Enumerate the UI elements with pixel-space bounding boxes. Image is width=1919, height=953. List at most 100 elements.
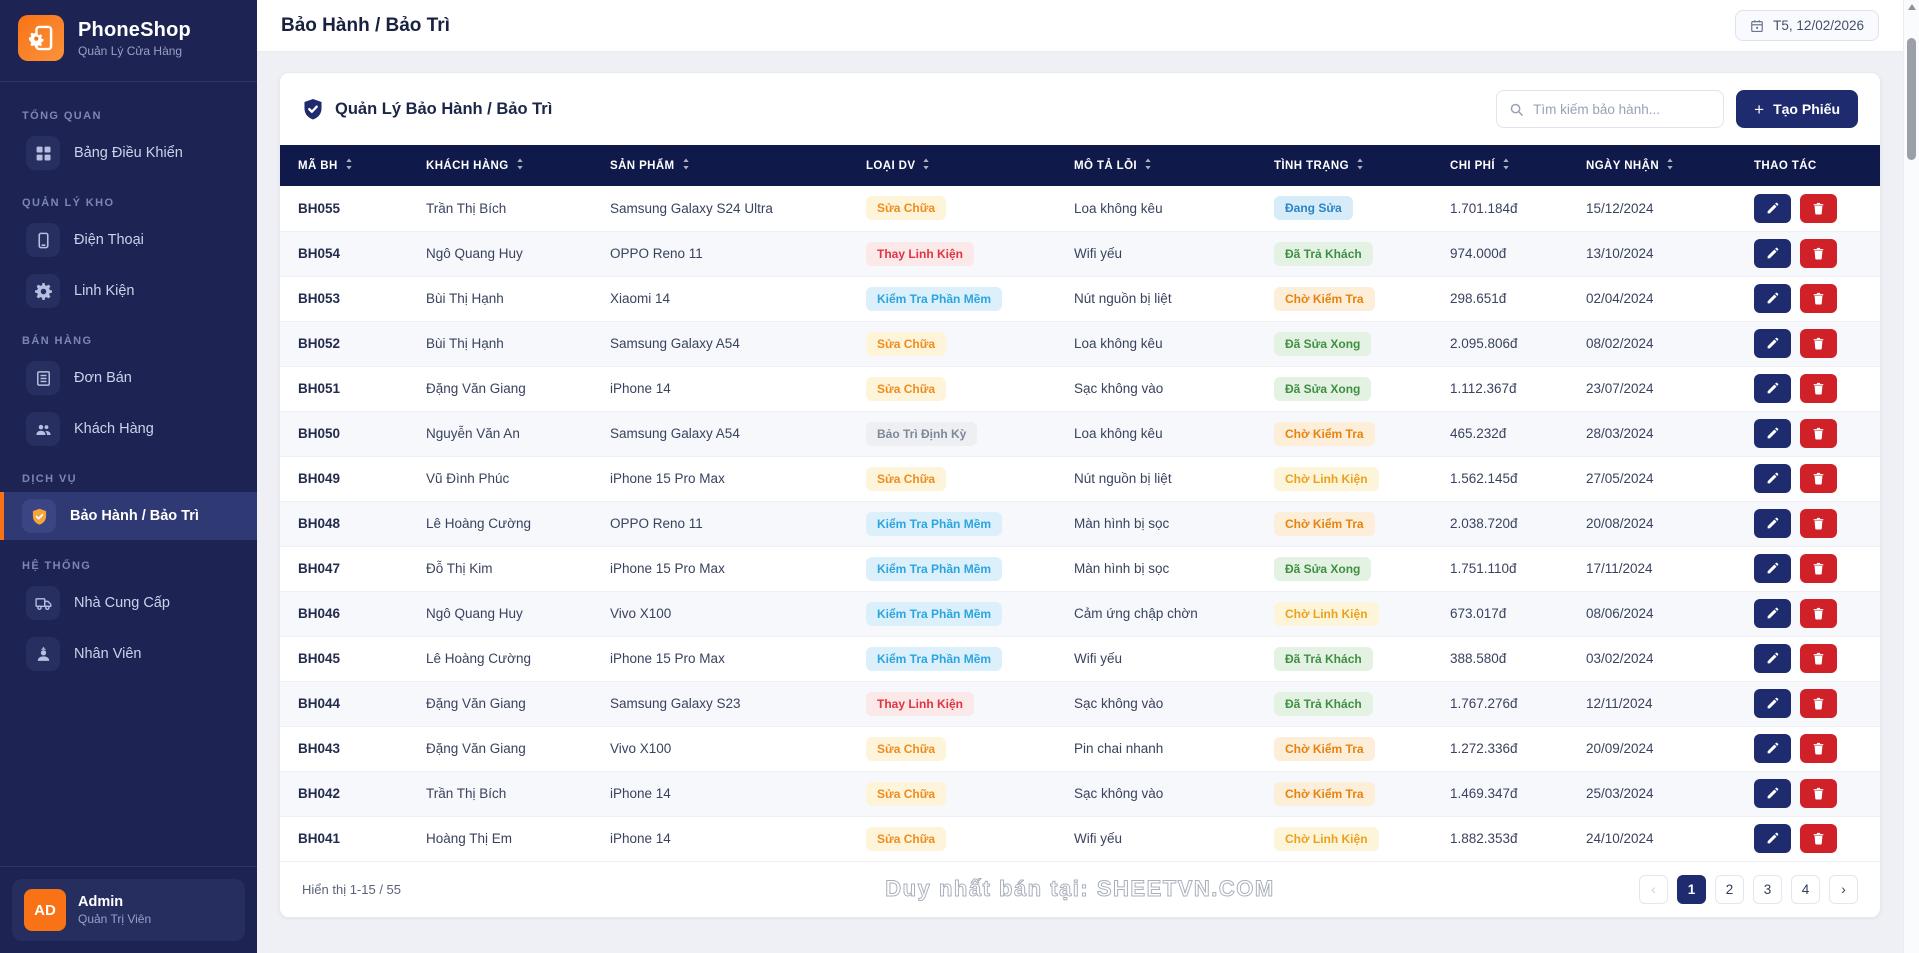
user-card[interactable]: AD Admin Quản Trị Viên — [12, 879, 245, 941]
issue-cell: Màn hình bị sọc — [1056, 546, 1256, 592]
search-input[interactable] — [1533, 101, 1712, 117]
date-label: T5, 12/02/2026 — [1773, 18, 1864, 33]
warranty-id-cell: BH045 — [280, 636, 408, 682]
pagination-page-button[interactable]: 2 — [1715, 874, 1744, 904]
date-picker-button[interactable]: T5, 12/02/2026 — [1735, 10, 1879, 41]
product-cell: Vivo X100 — [592, 726, 848, 772]
service-type-cell: Kiểm Tra Phần Mềm — [848, 591, 1056, 637]
delete-button[interactable] — [1800, 374, 1837, 403]
sort-icon[interactable] — [1356, 158, 1364, 173]
pagination-page-button[interactable]: 4 — [1791, 874, 1820, 904]
date-cell: 24/10/2024 — [1568, 816, 1736, 862]
column-header[interactable]: TÌNH TRẠNG — [1256, 145, 1432, 186]
pagination-prev-button[interactable]: ‹ — [1639, 874, 1668, 904]
delete-button[interactable] — [1800, 824, 1837, 853]
delete-button[interactable] — [1800, 284, 1837, 313]
pagination-page-button[interactable]: 3 — [1753, 874, 1782, 904]
service-type-cell: Sửa Chữa — [848, 456, 1056, 502]
edit-button[interactable] — [1754, 374, 1791, 403]
sort-icon[interactable] — [682, 158, 690, 173]
edit-button[interactable] — [1754, 779, 1791, 808]
table-row: BH042 Trần Thị Bích iPhone 14 Sửa Chữa Sạc k… — [280, 771, 1880, 817]
customer-cell: Bùi Thị Hạnh — [408, 321, 592, 367]
service-type-badge: Kiểm Tra Phần Mềm — [866, 646, 1003, 671]
sidebar-item-customers[interactable]: Khách Hàng — [0, 405, 257, 453]
delete-button[interactable] — [1800, 554, 1837, 583]
column-header[interactable]: MÔ TẢ LỖI — [1056, 145, 1256, 186]
edit-button[interactable] — [1754, 284, 1791, 313]
app-logo-icon — [18, 15, 64, 61]
sidebar-item-phones[interactable]: Điện Thoại — [0, 216, 257, 264]
warranty-id-cell: BH041 — [280, 816, 408, 862]
sort-icon[interactable] — [1144, 158, 1152, 173]
column-header[interactable]: SẢN PHẨM — [592, 145, 848, 186]
sort-icon[interactable] — [1666, 158, 1674, 173]
pagination-page-button[interactable]: 1 — [1677, 874, 1706, 904]
delete-button[interactable] — [1800, 419, 1837, 448]
delete-button[interactable] — [1800, 779, 1837, 808]
delete-button[interactable] — [1800, 734, 1837, 763]
search-icon — [1509, 102, 1524, 117]
sort-icon[interactable] — [922, 158, 930, 173]
table-row: BH052 Bùi Thị Hạnh Samsung Galaxy A54 Sửa C… — [280, 321, 1880, 367]
scrollbar-up-arrow-icon[interactable] — [1908, 4, 1916, 10]
worker-icon — [26, 637, 60, 671]
edit-button[interactable] — [1754, 554, 1791, 583]
column-header[interactable]: LOẠI DV — [848, 145, 1056, 186]
issue-cell: Pin chai nhanh — [1056, 726, 1256, 772]
scrollbar-thumb[interactable] — [1907, 38, 1916, 160]
delete-button[interactable] — [1800, 509, 1837, 538]
sort-icon[interactable] — [1502, 158, 1510, 173]
status-cell: Đã Trả Khách — [1256, 231, 1432, 277]
date-cell: 08/06/2024 — [1568, 591, 1736, 637]
pagination-next-button[interactable]: › — [1829, 874, 1858, 904]
column-header[interactable]: KHÁCH HÀNG — [408, 145, 592, 186]
sidebar-item-dashboard[interactable]: Bảng Điều Khiển — [0, 129, 257, 177]
shield-check-icon — [22, 499, 56, 533]
column-header[interactable]: MÃ BH — [280, 145, 408, 186]
edit-button[interactable] — [1754, 734, 1791, 763]
edit-button[interactable] — [1754, 644, 1791, 673]
delete-button[interactable] — [1800, 689, 1837, 718]
status-badge: Đã Trả Khách — [1274, 691, 1373, 716]
column-header[interactable]: CHI PHÍ — [1432, 145, 1568, 186]
pencil-icon — [1766, 247, 1779, 260]
edit-button[interactable] — [1754, 689, 1791, 718]
delete-button[interactable] — [1800, 464, 1837, 493]
delete-button[interactable] — [1800, 329, 1837, 358]
create-ticket-button[interactable]: + Tạo Phiếu — [1736, 90, 1858, 128]
delete-button[interactable] — [1800, 193, 1837, 223]
edit-button[interactable] — [1754, 509, 1791, 538]
sort-icon[interactable] — [516, 158, 524, 173]
sidebar-item-staff[interactable]: Nhân Viên — [0, 630, 257, 678]
edit-button[interactable] — [1754, 239, 1791, 268]
edit-button[interactable] — [1754, 464, 1791, 493]
delete-button[interactable] — [1800, 239, 1837, 268]
status-badge: Chờ Kiểm Tra — [1274, 421, 1375, 446]
sidebar-item-suppliers[interactable]: Nhà Cung Cấp — [0, 579, 257, 627]
table-row: BH050 Nguyễn Văn An Samsung Galaxy A54 Bảo … — [280, 411, 1880, 457]
delete-button[interactable] — [1800, 644, 1837, 673]
edit-button[interactable] — [1754, 419, 1791, 448]
cost-cell: 673.017đ — [1432, 591, 1568, 637]
date-cell: 03/02/2024 — [1568, 636, 1736, 682]
edit-button[interactable] — [1754, 329, 1791, 358]
pagination: ‹ 1 2 3 4 › — [1639, 874, 1858, 904]
edit-button[interactable] — [1754, 193, 1791, 223]
customer-cell: Đặng Văn Giang — [408, 726, 592, 772]
sort-icon[interactable] — [345, 158, 353, 173]
status-cell: Chờ Kiểm Tra — [1256, 411, 1432, 457]
edit-button[interactable] — [1754, 599, 1791, 628]
delete-button[interactable] — [1800, 599, 1837, 628]
trash-icon — [1812, 607, 1825, 620]
sidebar-item-warranty[interactable]: Bảo Hành / Bảo Trì — [0, 492, 257, 540]
table-row: BH053 Bùi Thị Hạnh Xiaomi 14 Kiểm Tra Phần … — [280, 276, 1880, 322]
edit-button[interactable] — [1754, 824, 1791, 853]
scrollbar[interactable] — [1903, 0, 1919, 953]
issue-cell: Sạc không vào — [1056, 681, 1256, 727]
column-header[interactable]: NGÀY NHẬN — [1568, 145, 1736, 186]
sidebar-item-parts[interactable]: Linh Kiện — [0, 267, 257, 315]
cost-cell: 2.095.806đ — [1432, 321, 1568, 367]
sidebar-item-orders[interactable]: Đơn Bán — [0, 354, 257, 402]
status-cell: Đã Sửa Xong — [1256, 546, 1432, 592]
